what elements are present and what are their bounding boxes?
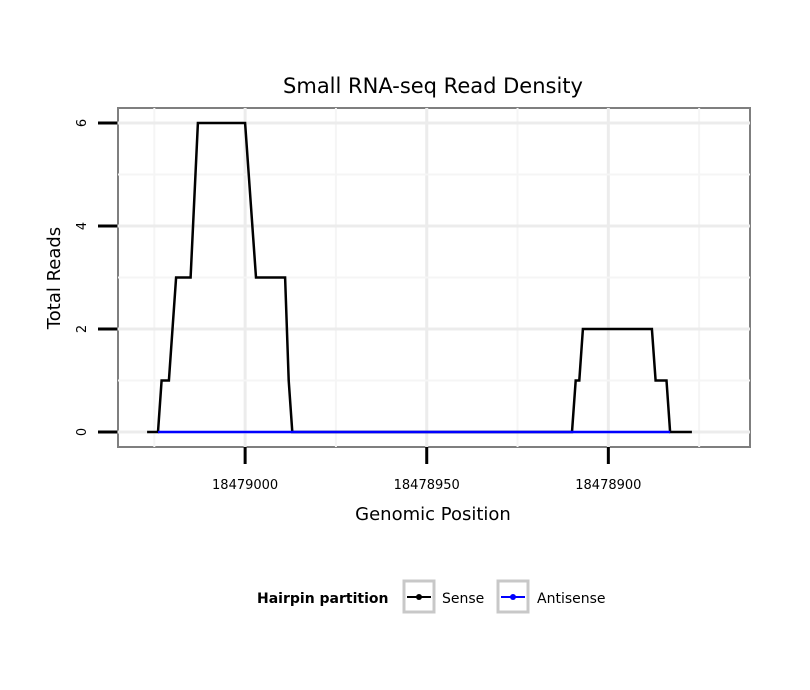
y-axis: 0 2 4 6 <box>75 119 117 436</box>
legend-key-antisense-dot <box>510 594 516 600</box>
x-axis-title: Genomic Position <box>355 504 511 525</box>
legend-item-antisense: Antisense <box>496 579 606 614</box>
series-line-sense <box>147 121 692 434</box>
x-axis: 18479000 18478950 18478900 <box>212 447 641 493</box>
chart-title: Small RNA-seq Read Density <box>283 74 583 98</box>
legend-key-sense-dot <box>416 594 422 600</box>
legend-title: Hairpin partition <box>257 591 388 607</box>
y-tick-label: 2 <box>75 325 90 333</box>
series-layer <box>147 121 692 434</box>
legend-label-sense: Sense <box>442 591 484 607</box>
legend-item-sense: Sense <box>402 579 484 614</box>
x-tick-label: 18478950 <box>394 478 460 493</box>
legend: Hairpin partition Sense Antisense <box>257 579 606 614</box>
y-tick-label: 0 <box>75 428 90 436</box>
y-tick-label: 4 <box>75 222 90 230</box>
x-tick-label: 18479000 <box>212 478 278 493</box>
y-axis-title: Total Reads <box>44 227 65 330</box>
legend-label-antisense: Antisense <box>537 591 606 607</box>
y-tick-label: 6 <box>75 119 90 127</box>
x-tick-label: 18478900 <box>575 478 641 493</box>
